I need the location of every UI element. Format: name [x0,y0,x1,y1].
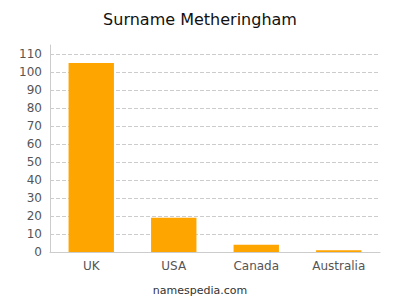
svg-text:30: 30 [27,191,42,205]
svg-text:UK: UK [83,259,101,273]
svg-text:20: 20 [27,209,42,223]
svg-text:80: 80 [27,101,42,115]
svg-text:10: 10 [27,227,42,241]
svg-text:110: 110 [19,47,42,61]
svg-text:0: 0 [34,245,42,259]
svg-text:100: 100 [19,65,42,79]
svg-text:60: 60 [27,137,42,151]
svg-text:Surname Metheringham: Surname Metheringham [103,10,297,29]
svg-text:90: 90 [27,83,42,97]
svg-text:Australia: Australia [312,259,365,273]
svg-text:50: 50 [27,155,42,169]
svg-text:40: 40 [27,173,42,187]
svg-text:Canada: Canada [233,259,279,273]
svg-text:namespedia.com: namespedia.com [153,284,247,297]
svg-text:70: 70 [27,119,42,133]
svg-text:USA: USA [161,259,187,273]
